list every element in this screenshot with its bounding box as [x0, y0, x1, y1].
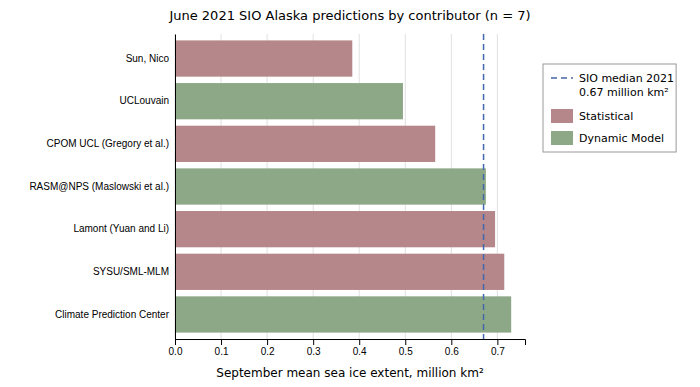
- legend-symbol: [551, 77, 573, 79]
- x-tick: 0.0: [169, 339, 183, 357]
- x-axis-title: September mean sea ice extent, million k…: [216, 366, 484, 380]
- x-tick-mark: [405, 339, 406, 345]
- bar: [175, 211, 495, 247]
- marks: [175, 34, 511, 339]
- x-axis-line: [176, 340, 526, 346]
- legend-label: SIO median 20210.67 million km²: [579, 72, 674, 99]
- x-tick-mark: [175, 339, 176, 345]
- y-axis-line: [175, 35, 176, 340]
- x-axis: 0.0 0.1 0.2 0.3 0.4 0.5 0.6 0.7: [169, 339, 526, 357]
- x-tick-label: 0.7: [491, 346, 505, 357]
- y-tick-label: Climate Prediction Center: [55, 309, 170, 320]
- x-tick-mark: [359, 339, 360, 345]
- x-tick: 0.2: [261, 339, 275, 357]
- y-tick: CPOM UCL (Gregory et al.): [47, 138, 175, 149]
- x-tick-label: 0.4: [353, 346, 367, 357]
- y-tick-label: Lamont (Yuan and Li): [73, 223, 169, 234]
- x-tick-label: 0.3: [307, 346, 321, 357]
- x-tick-label: 0.2: [261, 346, 275, 357]
- y-axis: Sun, Nico UCLouvain CPOM UCL (Gregory et a…: [29, 35, 175, 340]
- x-tick: 0.4: [353, 339, 367, 357]
- x-tick-mark: [313, 339, 314, 345]
- plot-area: 0.0 0.1 0.2 0.3 0.4 0.5 0.6 0.7 Sun, Nico UCLouva…: [29, 34, 525, 357]
- chart: 0.0 0.1 0.2 0.3 0.4 0.5 0.6 0.7 Sun, Nico UCLouva…: [0, 0, 700, 387]
- x-tick-mark: [221, 339, 222, 345]
- legend-label: Dynamic Model: [579, 132, 664, 145]
- x-tick: 0.1: [215, 339, 229, 357]
- legend-label: Statistical: [579, 110, 633, 123]
- x-tick: 0.7: [491, 339, 505, 357]
- x-tick-mark: [451, 339, 452, 345]
- x-tick: 0.3: [307, 339, 321, 357]
- reference-line: [483, 34, 485, 339]
- legend-frame: [543, 64, 676, 152]
- x-tick: 0.5: [399, 339, 413, 357]
- y-tick: RASM@NPS (Maslowski et al.): [29, 181, 175, 192]
- bar: [175, 83, 403, 119]
- bar: [175, 126, 435, 162]
- grid-line: [497, 34, 498, 339]
- y-tick-label: UCLouvain: [120, 95, 169, 106]
- x-tick-label: 0.1: [215, 346, 229, 357]
- bar: [175, 40, 352, 76]
- x-tick: 0.6: [445, 339, 459, 357]
- x-tick-label: 0.6: [445, 346, 459, 357]
- legend-label-line: SIO median 2021: [579, 72, 674, 85]
- y-tick-label: SYSU/SML-MLM: [93, 266, 169, 277]
- y-tick-label: RASM@NPS (Maslowski et al.): [29, 181, 169, 192]
- y-tick: Climate Prediction Center: [55, 309, 175, 320]
- legend-label-line: 0.67 million km²: [579, 86, 669, 99]
- bar: [175, 296, 511, 332]
- x-tick-mark: [267, 339, 268, 345]
- y-tick: Sun, Nico: [126, 53, 175, 64]
- y-tick-label: Sun, Nico: [126, 53, 170, 64]
- title: June 2021 SIO Alaska predictions by cont…: [168, 8, 530, 23]
- y-tick-label: CPOM UCL (Gregory et al.): [47, 138, 169, 149]
- x-tick-label: 0.0: [169, 346, 183, 357]
- grid: [175, 34, 497, 339]
- legend: SIO median 20210.67 million km² Statistic…: [543, 64, 676, 152]
- y-tick: Lamont (Yuan and Li): [73, 223, 175, 234]
- bar: [175, 168, 486, 204]
- x-tick-label: 0.5: [399, 346, 413, 357]
- legend-symbol: [551, 131, 573, 145]
- bar: [175, 254, 504, 290]
- grid-line: [175, 34, 176, 339]
- y-tick: SYSU/SML-MLM: [93, 266, 175, 277]
- legend-symbol: [551, 109, 573, 123]
- x-tick-mark: [497, 339, 498, 345]
- y-tick: UCLouvain: [120, 95, 175, 106]
